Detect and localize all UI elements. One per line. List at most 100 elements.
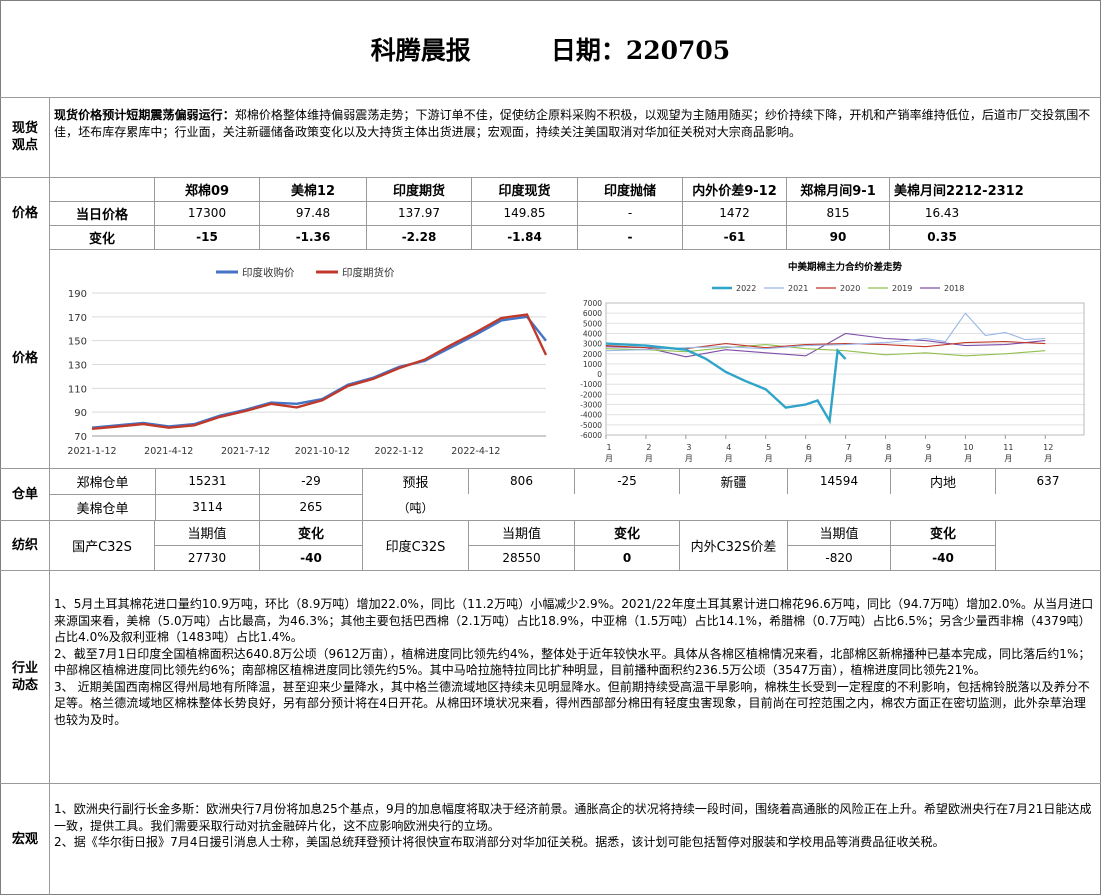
macro-paragraph-1: 1、欧洲央行副行长金多斯：欧洲央行7月份将加息25个基点，9月的加息幅度将取决于… [54,802,1092,833]
x-tick-label-unit: 月 [1004,454,1012,463]
y-tick-label: 6000 [583,309,602,318]
x-tick-label-unit: 月 [805,454,813,463]
section-label-price: 价格 [11,205,38,221]
report-title: 科腾晨报 [370,35,471,65]
legend-label-2022: 2022 [736,284,756,293]
x-tick-label: 8 [886,443,891,452]
price-change-india-futures: -2.28 [401,230,437,244]
x-tick-label: 2021-10-12 [295,446,350,457]
series-line-2021 [605,312,1046,352]
x-tick-label: 12 [1043,443,1053,452]
textile-india-label: 印度C32S [385,539,446,555]
x-tick-label: 11 [1003,443,1013,452]
spot-view-text: 现货价格预计短期震荡偏弱运行：郑棉价格整体维持偏弱震荡走势；下游订单不佳，促使纺… [54,107,1094,140]
cn-us-spread-chart: 中美期棉主力合约价差走势 -6000-5000-4000-3000 -2000-10… [580,261,1085,463]
price-change-zz09: -15 [196,230,218,244]
series-line-2022 [605,342,847,425]
industry-paragraph-3: 3、 近期美国西南棉区得州局地有所降温，甚至迎来少量降水，其中格兰德流域地区持续… [54,679,1090,727]
price-header-us12: 美棉12 [290,183,336,199]
x-tick-label-unit: 月 [685,454,693,463]
warehouse-inland-label: 内地 [929,475,956,491]
price-change-spread-9-12: -61 [723,230,746,244]
macro-news: 1、欧洲央行副行长金多斯：欧洲央行7月份将加息25个基点，9月的加息幅度将取决于… [54,801,1094,851]
report-date: 日期：220705 [550,35,731,65]
x-tick-label-unit: 月 [845,454,853,463]
price-today-zz-spread-9-1: 815 [826,206,850,220]
price-today-us12: 97.48 [295,206,331,220]
x-tick-label-unit: 月 [924,454,932,463]
y-tick-label: 5000 [583,319,602,328]
textile-domestic-value: 27730 [187,550,227,565]
section-label-textile: 纺织 [11,537,38,553]
x-tick-label: 2021-7-12 [221,446,270,457]
textile-india-change: 0 [622,550,632,565]
x-tick-label: 2021-4-12 [144,446,193,457]
warehouse-forecast-change: -25 [617,474,637,488]
textile-domestic-label: 国产C32S [72,539,132,555]
textile-india-value: 28550 [502,550,541,565]
price-today-zz09: 17300 [187,206,227,220]
warehouse-xinjiang-value: 14594 [819,474,859,488]
y-tick-label: 0 [597,370,602,379]
warehouse-unit: （吨） [397,500,434,515]
price-header-india-reserve: 印度抛储 [603,183,656,199]
warehouse-zz-label: 郑棉仓单 [76,475,129,491]
industry-news: 1、5月土耳其棉花进口量约10.9万吨，环比（8.9万吨）增加22.0%，同比（… [54,596,1094,728]
legend-label-2019: 2019 [892,284,912,293]
price-row-label-today: 当日价格 [75,207,128,223]
x-tick-label: 2021-1-12 [67,446,116,457]
price-row-label-change: 变化 [88,231,115,247]
warehouse-inland-value: 637 [1036,474,1060,488]
x-tick-label: 2022-1-12 [374,446,423,457]
macro-paragraph-2: 2、据《华尔街日报》7月4日援引消息人士称，美国总统拜登预计将很快宣布取消部分对… [54,835,945,849]
series-line-2 [91,313,548,430]
legend-label-2018: 2018 [944,284,964,293]
y-tick-label: -5000 [580,421,602,430]
industry-paragraph-1: 1、5月土耳其棉花进口量约10.9万吨，环比（8.9万吨）增加22.0%，同比（… [54,597,1094,644]
y-tick-label: 150 [68,337,87,348]
textile-domestic-chg-header: 变化 [297,527,324,542]
price-today-india-reserve: - [627,206,633,220]
y-tick-label: -4000 [580,411,602,420]
x-tick-label-unit: 月 [605,454,613,463]
legend-label-2021: 2021 [788,284,808,293]
x-tick-label: 7 [846,443,851,452]
x-tick-label: 5 [766,443,771,452]
plot-area [605,302,1085,436]
x-tick-label-unit: 月 [645,454,653,463]
y-tick-label: -1000 [580,380,602,389]
section-label-warehouse: 仓单 [11,486,38,502]
textile-spread-chg-header: 变化 [929,527,956,542]
textile-spread-change: -40 [932,550,954,565]
x-tick-label: 9 [926,443,931,452]
textile-spread-label: 内外C32S价差 [690,539,777,555]
y-tick-label: 70 [74,432,87,443]
x-tick-label-unit: 月 [964,454,972,463]
y-tick-label: 1000 [583,360,602,369]
price-header-india-spot: 印度现货 [498,183,551,199]
y-tick-label: 4000 [583,329,602,338]
spot-view-lead: 现货价格预计短期震荡偏弱运行： [54,108,235,122]
price-header-us-spread: 美棉月间2212-2312 [894,183,1024,199]
warehouse-us-value: 3114 [192,500,223,514]
y-tick-label: 190 [68,289,87,300]
textile-india-chg-header: 变化 [613,527,640,542]
y-tick-label: -2000 [580,390,602,399]
warehouse-us-label: 美棉仓单 [76,501,129,517]
section-label-industry: 行业动态 [11,660,38,693]
y-tick-label: 170 [68,313,87,324]
x-tick-label: 3 [686,443,691,452]
textile-india-cur-header: 当期值 [501,527,541,542]
y-tick-label: 90 [74,408,87,419]
industry-paragraph-2: 2、截至7月1日印度全国植棉面积达640.8万公顷（9612万亩），植棉进度同比… [54,646,1091,678]
price-change-us12: -1.36 [295,230,331,244]
textile-spread-value: -820 [825,550,853,565]
warehouse-forecast-value: 806 [510,474,533,488]
price-today-india-futures: 137.97 [398,206,440,220]
legend-label-1: 印度收购价 [242,266,295,279]
section-label-spot-view: 现货观点 [11,121,38,153]
x-tick-label-unit: 月 [725,454,733,463]
price-header-india-futures: 印度期货 [392,183,445,199]
y-tick-label: 110 [68,384,87,395]
warehouse-forecast-label: 预报 [402,475,429,491]
